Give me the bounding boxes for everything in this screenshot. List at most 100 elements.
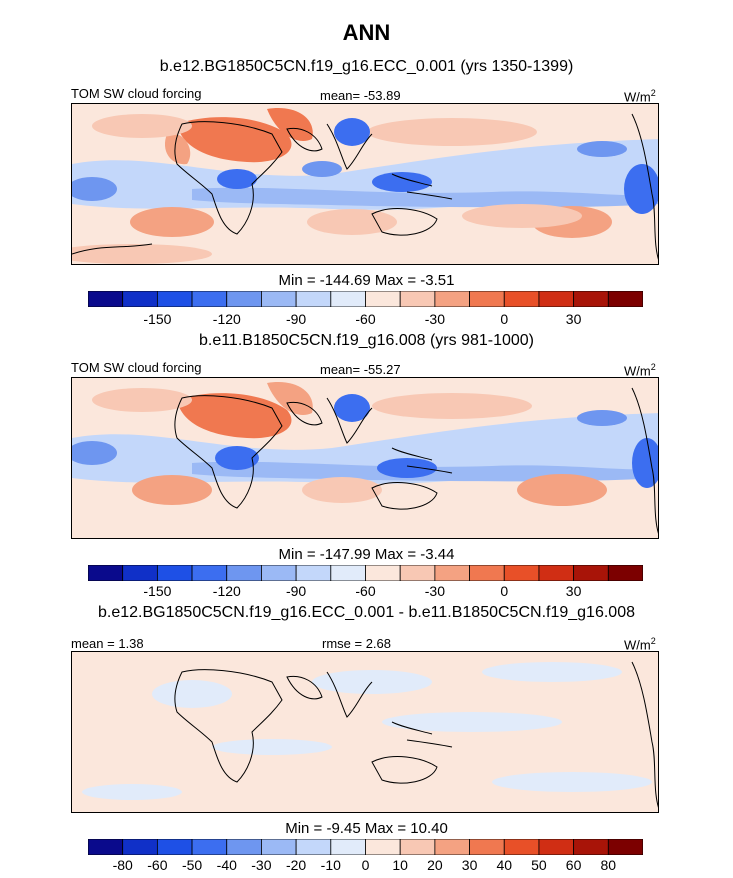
colorbar-2-tick-label: -30 (424, 583, 446, 599)
colorbar-1-tick-label: 0 (500, 311, 509, 327)
colorbar-1-box (573, 290, 609, 308)
colorbar-2-box (122, 564, 158, 582)
colorbar-3-box (226, 838, 262, 856)
colorbar-2-box (156, 564, 193, 582)
colorbar-1-box (469, 290, 505, 308)
colorbar-2-box (573, 564, 609, 582)
colorbar-3-tick-label: -40 (216, 857, 237, 873)
colorbar-2-box (330, 564, 366, 582)
panel-2-minmax: Min = -147.99 Max = -3.44 (278, 546, 455, 563)
colorbar-1-box (261, 290, 297, 308)
colorbar-2-box (503, 564, 540, 582)
colorbar-3-tick-label: -10 (320, 857, 341, 873)
panel-1-minmax: Min = -144.69 Max = -3.51 (278, 272, 455, 289)
colorbar-3-box (330, 838, 366, 856)
colorbar-3-tick-label: 80 (600, 857, 617, 873)
colorbar-1-box (434, 290, 470, 308)
panel-3-colorbar-ticks: -80 -60 -50 -40 -30 -20 -10 0 10 20 30 40 50 60 80 (88, 857, 643, 875)
panel-2-variable-label: TOM SW cloud forcing (71, 360, 202, 375)
colorbar-3-box (191, 838, 228, 856)
panel-1-mean: mean= -53.89 (320, 88, 401, 103)
colorbar-1-box (503, 290, 540, 308)
panel-3-mean: mean = 1.38 (71, 636, 144, 651)
colorbar-1-box (399, 290, 436, 308)
colorbar-3-tick-label: 50 (531, 857, 547, 873)
colorbar-3-box (469, 838, 505, 856)
colorbar-2-box (399, 564, 436, 582)
colorbar-2-box (295, 564, 332, 582)
colorbar-2-box (607, 564, 644, 582)
colorbar-3-box (156, 838, 193, 856)
panel-2-colorbar (87, 564, 644, 582)
colorbar-3-box (295, 838, 332, 856)
colorbar-2-box (365, 564, 401, 582)
panel-2-mean: mean= -55.27 (320, 362, 401, 377)
colorbar-3-tick-label: 20 (427, 857, 443, 873)
main-title: ANN (342, 20, 391, 45)
colorbar-3-tick-label: -50 (181, 857, 203, 873)
colorbar-1-tick-label: -90 (285, 311, 307, 327)
colorbar-1-tick-label: -60 (355, 311, 376, 327)
colorbar-3-box (573, 838, 609, 856)
colorbar-3-box (122, 838, 158, 856)
panel-2-colorbar-ticks: -150 -120 -90 -60 -30 0 30 (88, 583, 643, 601)
panel-2-case-title: b.e11.B1850C5CN.f19_g16.008 (yrs 981-100… (198, 332, 535, 349)
panel-2-map (71, 377, 659, 539)
colorbar-3-tick-label: -80 (112, 857, 133, 873)
colorbar-2-tick-label: 0 (500, 583, 509, 599)
colorbar-1-box (156, 290, 193, 308)
colorbar-2-tick-label: 30 (565, 583, 582, 599)
colorbar-2-box (226, 564, 262, 582)
colorbar-3-tick-label: 10 (392, 857, 408, 873)
colorbar-2-box (87, 564, 124, 582)
colorbar-1-box (191, 290, 228, 308)
colorbar-3-box (261, 838, 297, 856)
panel-3-minmax: Min = -9.45 Max = 10.40 (285, 820, 448, 837)
colorbar-1-box (607, 290, 644, 308)
colorbar-2-box (469, 564, 505, 582)
panel-3-colorbar (87, 838, 644, 856)
colorbar-1-box (330, 290, 366, 308)
panel-3-map (71, 651, 659, 813)
colorbar-1-box (226, 290, 262, 308)
colorbar-3-box (503, 838, 540, 856)
colorbar-3-box (365, 838, 401, 856)
colorbar-3-box (87, 838, 124, 856)
colorbar-1-box (295, 290, 332, 308)
colorbar-3-tick-label: 30 (461, 857, 478, 873)
panel-1-colorbar (87, 290, 644, 308)
panel-3-case-title: b.e12.BG1850C5CN.f19_g16.ECC_0.001 - b.e… (98, 604, 635, 621)
colorbar-2-box (261, 564, 297, 582)
colorbar-3-tick-label: 0 (361, 857, 370, 873)
panel-1-map (71, 103, 659, 265)
colorbar-3-box (538, 838, 575, 856)
panel-1-colorbar-ticks: -150 -120 -90 -60 -30 0 30 (88, 311, 643, 329)
colorbar-3-tick-label: -20 (285, 857, 307, 873)
colorbar-3-tick-label: 40 (496, 857, 513, 873)
colorbar-1-box (365, 290, 401, 308)
colorbar-1-tick-label: -150 (143, 311, 172, 327)
colorbar-2-box (191, 564, 228, 582)
colorbar-3-box (399, 838, 436, 856)
colorbar-1-tick-label: -30 (424, 311, 446, 327)
panel-1-units: W/m2 (624, 88, 656, 105)
panel-2-units: W/m2 (624, 362, 656, 379)
colorbar-2-tick-label: -60 (355, 583, 376, 599)
colorbar-1-tick-label: -120 (212, 311, 241, 327)
colorbar-3-box (607, 838, 644, 856)
panel-1-case-title: b.e12.BG1850C5CN.f19_g16.ECC_0.001 (yrs … (159, 58, 574, 75)
panel-3-units: W/m2 (624, 636, 656, 653)
colorbar-1-box (122, 290, 158, 308)
colorbar-1-tick-label: 30 (565, 311, 582, 327)
colorbar-3-tick-label: 60 (565, 857, 582, 873)
panel-1-variable-label: TOM SW cloud forcing (71, 86, 202, 101)
colorbar-2-tick-label: -120 (212, 583, 241, 599)
colorbar-3-tick-label: -30 (251, 857, 272, 873)
colorbar-2-box (538, 564, 575, 582)
panel-3-rmse: rmse = 2.68 (322, 636, 392, 651)
colorbar-2-tick-label: -90 (285, 583, 307, 599)
colorbar-3-box (434, 838, 470, 856)
colorbar-2-box (434, 564, 470, 582)
colorbar-1-box (87, 290, 124, 308)
colorbar-2-tick-label: -150 (143, 583, 172, 599)
